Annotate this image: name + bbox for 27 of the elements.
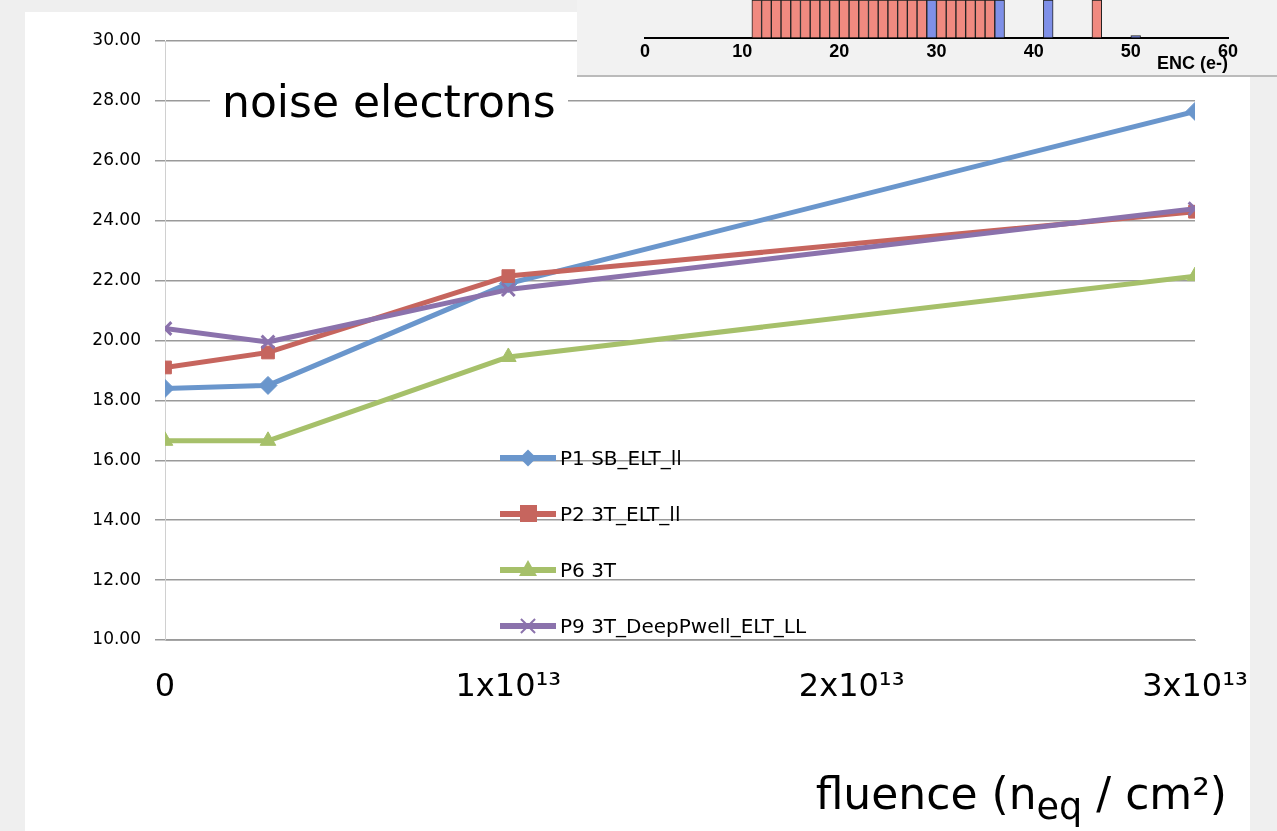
y-tick-label: 16.00 — [92, 448, 141, 469]
x-tick-label: 20 — [829, 41, 850, 62]
text: noise electrons — [210, 72, 568, 132]
y-tick-label: 26.00 — [92, 149, 141, 170]
y-tick-label: 18.00 — [92, 388, 141, 409]
x-tick-label: 3x10¹³ — [1142, 665, 1248, 704]
x-tick-label: 50 — [1120, 41, 1141, 62]
y-tick-label: 28.00 — [92, 89, 141, 110]
y-tick-label: 14.00 — [92, 508, 141, 529]
x-tick-label: 0 — [154, 665, 176, 704]
x-axis-title: fluence (n$_{eq}$ / cm²) — [815, 768, 1227, 828]
x-tick-label: 10 — [732, 41, 753, 62]
y-tick-label: 30.00 — [92, 29, 141, 50]
y-tick-label: 24.00 — [92, 209, 141, 230]
legend-label: P6 3T — [560, 558, 617, 582]
x-tick-label: 0 — [639, 41, 651, 62]
x-tick-label: 30 — [926, 41, 947, 62]
legend-label: P2 3T_ELT_ll — [560, 502, 681, 526]
legend-label: P9 3T_DeepPwell_ELT_LL — [560, 614, 807, 638]
x-tick-label: 1x10¹³ — [455, 665, 562, 704]
x-tick-label: 40 — [1023, 41, 1044, 62]
y-tick-label: 20.00 — [92, 328, 141, 349]
y-tick-label: 10.00 — [92, 628, 141, 649]
y-tick-label: 22.00 — [92, 269, 141, 290]
legend-label: P1 SB_ELT_ll — [560, 446, 682, 470]
x-tick-label: 2x10¹³ — [798, 665, 905, 704]
y-tick-label: 12.00 — [92, 568, 141, 589]
